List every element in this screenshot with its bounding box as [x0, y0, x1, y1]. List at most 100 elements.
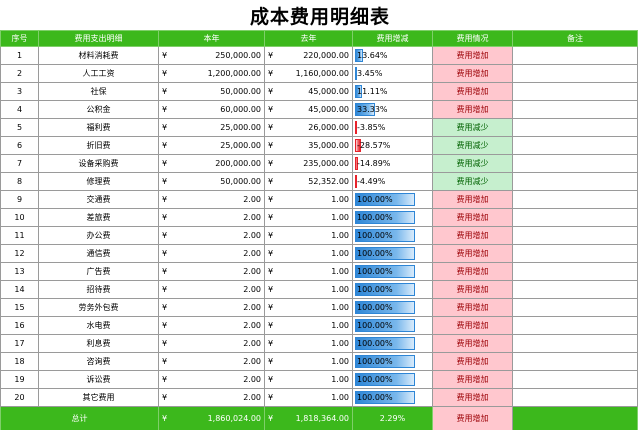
row-this-year-cell[interactable]: ¥250,000.00: [158, 46, 265, 65]
row-no[interactable]: 9: [0, 190, 39, 209]
total-change[interactable]: 2.29%: [352, 406, 433, 430]
row-last-year-cell[interactable]: ¥220,000.00: [264, 46, 353, 65]
header-cell-last-year[interactable]: 去年: [264, 30, 353, 47]
row-status[interactable]: 费用增加: [432, 280, 513, 299]
row-item[interactable]: 利息费: [38, 334, 159, 353]
row-last-year-cell[interactable]: ¥45,000.00: [264, 100, 353, 119]
row-last-year-cell[interactable]: ¥1.00: [264, 352, 353, 371]
row-last-year-cell[interactable]: ¥1.00: [264, 208, 353, 227]
row-no[interactable]: 11: [0, 226, 39, 245]
row-item[interactable]: 设备采购费: [38, 154, 159, 173]
row-status[interactable]: 费用增加: [432, 64, 513, 83]
row-note[interactable]: [512, 64, 638, 83]
row-status[interactable]: 费用增加: [432, 334, 513, 353]
total-note[interactable]: [512, 406, 638, 430]
row-this-year-cell[interactable]: ¥2.00: [158, 244, 265, 263]
row-status[interactable]: 费用增加: [432, 298, 513, 317]
row-change-cell[interactable]: -28.57%: [352, 136, 433, 155]
row-status[interactable]: 费用减少: [432, 136, 513, 155]
row-item[interactable]: 劳务外包费: [38, 298, 159, 317]
row-this-year-cell[interactable]: ¥2.00: [158, 190, 265, 209]
row-no[interactable]: 12: [0, 244, 39, 263]
row-no[interactable]: 10: [0, 208, 39, 227]
row-change-cell[interactable]: 100.00%: [352, 262, 433, 281]
row-note[interactable]: [512, 154, 638, 173]
row-item[interactable]: 诉讼费: [38, 370, 159, 389]
row-note[interactable]: [512, 316, 638, 335]
row-note[interactable]: [512, 208, 638, 227]
row-note[interactable]: [512, 136, 638, 155]
row-change-cell[interactable]: 100.00%: [352, 316, 433, 335]
row-note[interactable]: [512, 46, 638, 65]
row-change-cell[interactable]: 100.00%: [352, 370, 433, 389]
row-this-year-cell[interactable]: ¥25,000.00: [158, 118, 265, 137]
row-item[interactable]: 公积金: [38, 100, 159, 119]
row-this-year-cell[interactable]: ¥2.00: [158, 262, 265, 281]
row-note[interactable]: [512, 172, 638, 191]
row-status[interactable]: 费用增加: [432, 208, 513, 227]
row-no[interactable]: 1: [0, 46, 39, 65]
row-note[interactable]: [512, 280, 638, 299]
row-note[interactable]: [512, 100, 638, 119]
row-no[interactable]: 6: [0, 136, 39, 155]
row-this-year-cell[interactable]: ¥50,000.00: [158, 172, 265, 191]
row-this-year-cell[interactable]: ¥2.00: [158, 208, 265, 227]
row-change-cell[interactable]: 100.00%: [352, 334, 433, 353]
row-this-year-cell[interactable]: ¥2.00: [158, 334, 265, 353]
row-note[interactable]: [512, 262, 638, 281]
row-change-cell[interactable]: 100.00%: [352, 244, 433, 263]
row-no[interactable]: 7: [0, 154, 39, 173]
header-cell-no[interactable]: 序号: [0, 30, 39, 47]
row-item[interactable]: 修理费: [38, 172, 159, 191]
row-status[interactable]: 费用增加: [432, 262, 513, 281]
row-item[interactable]: 福利费: [38, 118, 159, 137]
row-item[interactable]: 水电费: [38, 316, 159, 335]
row-last-year-cell[interactable]: ¥52,352.00: [264, 172, 353, 191]
row-change-cell[interactable]: 100.00%: [352, 226, 433, 245]
row-status[interactable]: 费用增加: [432, 46, 513, 65]
row-this-year-cell[interactable]: ¥25,000.00: [158, 136, 265, 155]
row-this-year-cell[interactable]: ¥2.00: [158, 352, 265, 371]
row-change-cell[interactable]: 11.11%: [352, 82, 433, 101]
row-note[interactable]: [512, 370, 638, 389]
row-item[interactable]: 通信费: [38, 244, 159, 263]
row-change-cell[interactable]: -3.85%: [352, 118, 433, 137]
row-note[interactable]: [512, 118, 638, 137]
row-last-year-cell[interactable]: ¥1.00: [264, 388, 353, 407]
row-note[interactable]: [512, 298, 638, 317]
row-no[interactable]: 8: [0, 172, 39, 191]
row-item[interactable]: 差旅费: [38, 208, 159, 227]
row-no[interactable]: 15: [0, 298, 39, 317]
row-this-year-cell[interactable]: ¥60,000.00: [158, 100, 265, 119]
row-item[interactable]: 折旧费: [38, 136, 159, 155]
row-no[interactable]: 18: [0, 352, 39, 371]
row-last-year-cell[interactable]: ¥26,000.00: [264, 118, 353, 137]
row-note[interactable]: [512, 388, 638, 407]
row-this-year-cell[interactable]: ¥2.00: [158, 280, 265, 299]
total-label[interactable]: 总计: [0, 406, 159, 430]
row-no[interactable]: 2: [0, 64, 39, 83]
row-item[interactable]: 人工工资: [38, 64, 159, 83]
row-last-year-cell[interactable]: ¥1.00: [264, 244, 353, 263]
row-last-year-cell[interactable]: ¥1.00: [264, 370, 353, 389]
row-status[interactable]: 费用增加: [432, 316, 513, 335]
row-change-cell[interactable]: 100.00%: [352, 280, 433, 299]
row-note[interactable]: [512, 334, 638, 353]
header-cell-status[interactable]: 费用情况: [432, 30, 513, 47]
row-this-year-cell[interactable]: ¥50,000.00: [158, 82, 265, 101]
row-no[interactable]: 5: [0, 118, 39, 137]
header-cell-change[interactable]: 费用增减: [352, 30, 433, 47]
row-status[interactable]: 费用减少: [432, 172, 513, 191]
row-this-year-cell[interactable]: ¥2.00: [158, 316, 265, 335]
row-last-year-cell[interactable]: ¥1.00: [264, 226, 353, 245]
row-last-year-cell[interactable]: ¥1.00: [264, 334, 353, 353]
row-this-year-cell[interactable]: ¥2.00: [158, 370, 265, 389]
row-change-cell[interactable]: 13.64%: [352, 46, 433, 65]
row-item[interactable]: 办公费: [38, 226, 159, 245]
row-last-year-cell[interactable]: ¥45,000.00: [264, 82, 353, 101]
row-status[interactable]: 费用增加: [432, 82, 513, 101]
total-this-year-cell[interactable]: ¥1,860,024.00: [158, 406, 265, 430]
row-change-cell[interactable]: 100.00%: [352, 352, 433, 371]
row-status[interactable]: 费用增加: [432, 370, 513, 389]
row-item[interactable]: 招待费: [38, 280, 159, 299]
